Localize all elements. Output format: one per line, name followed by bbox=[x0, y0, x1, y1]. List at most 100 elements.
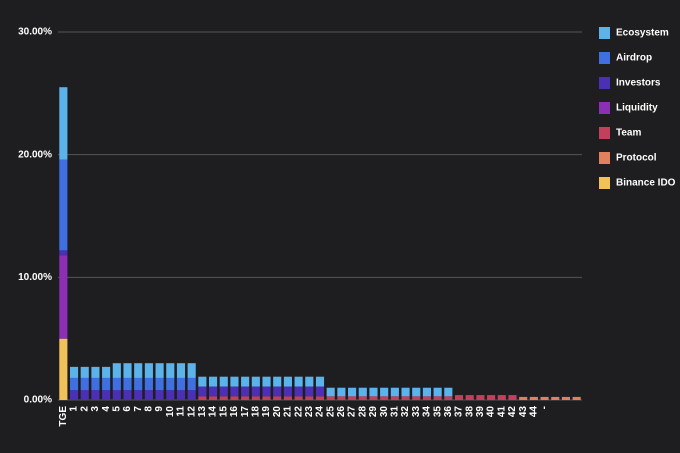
bar-segment bbox=[166, 390, 175, 400]
x-tick-label: 22 bbox=[293, 406, 304, 418]
x-tick-label: 20 bbox=[272, 406, 283, 418]
bar-segment bbox=[123, 377, 132, 391]
x-tick-label: 15 bbox=[218, 406, 229, 418]
x-tick-label: 37 bbox=[454, 406, 465, 418]
x-tick-label: 13 bbox=[197, 406, 208, 418]
bar-segment bbox=[91, 366, 100, 378]
bar-segment bbox=[219, 396, 228, 400]
y-tick-label: 20.00% bbox=[18, 149, 52, 160]
bar-segment bbox=[380, 387, 389, 397]
bar-segment bbox=[144, 390, 153, 400]
x-tick-label: 28 bbox=[357, 406, 368, 418]
x-tick-label: 32 bbox=[400, 406, 411, 418]
bar-segment bbox=[369, 387, 378, 397]
bar-segment bbox=[401, 387, 410, 397]
bar-segment bbox=[390, 396, 399, 400]
x-tick-label: 2 bbox=[79, 406, 90, 412]
bar-segment bbox=[166, 377, 175, 391]
x-tick-label: 38 bbox=[464, 406, 475, 418]
bar-segment bbox=[348, 396, 357, 400]
bar-segment bbox=[315, 396, 325, 400]
bar-segment bbox=[497, 395, 506, 400]
bar-segment bbox=[273, 396, 282, 400]
bar-segment bbox=[369, 396, 378, 400]
bar-segment bbox=[59, 87, 68, 160]
bar-segment bbox=[540, 396, 549, 400]
bar-segment bbox=[283, 376, 292, 387]
bar-segment bbox=[198, 396, 207, 400]
bar-segment bbox=[283, 396, 292, 400]
bar-segment bbox=[208, 386, 218, 397]
bar-segment bbox=[59, 338, 68, 400]
bar-segment bbox=[294, 396, 303, 400]
bar-segment bbox=[444, 387, 453, 397]
bar-segment bbox=[176, 390, 186, 400]
x-tick-label: 12 bbox=[186, 406, 197, 418]
bar-segment bbox=[112, 377, 121, 391]
bar-segment bbox=[315, 386, 325, 397]
bar-segment bbox=[59, 159, 68, 251]
bar-segment bbox=[390, 387, 399, 397]
bar-segment bbox=[80, 366, 89, 378]
bar-segment bbox=[348, 387, 357, 397]
bar-segment bbox=[123, 363, 132, 378]
bar-segment bbox=[262, 396, 271, 400]
bar-segment bbox=[176, 377, 186, 391]
x-tick-label: 14 bbox=[208, 406, 219, 418]
x-tick-label: 31 bbox=[389, 406, 400, 418]
legend-label: Liquidity bbox=[616, 103, 658, 114]
bar-segment bbox=[337, 396, 346, 400]
bar-segment bbox=[380, 396, 389, 400]
legend-swatch bbox=[599, 152, 610, 164]
x-tick-label: 4 bbox=[101, 406, 112, 412]
x-tick-label: 3 bbox=[90, 406, 101, 412]
bar-segment bbox=[91, 377, 100, 391]
legend-label: Team bbox=[616, 128, 641, 139]
bar-segment bbox=[155, 377, 164, 391]
x-tick-label: 19 bbox=[261, 406, 272, 418]
x-tick-label: 23 bbox=[304, 406, 315, 418]
bar-segment bbox=[358, 387, 367, 397]
bar-segment bbox=[262, 376, 271, 387]
legend-swatch bbox=[599, 127, 610, 139]
x-tick-label: 11 bbox=[176, 406, 187, 417]
bar-segment bbox=[112, 390, 121, 400]
bar-segment bbox=[230, 386, 239, 397]
bar-segment bbox=[561, 396, 571, 400]
bar-segment bbox=[487, 395, 496, 400]
bar-segment bbox=[529, 396, 538, 400]
bar-segment bbox=[251, 386, 260, 397]
bar-segment bbox=[326, 396, 335, 400]
bar-segment bbox=[444, 396, 453, 400]
x-tick-label: 1 bbox=[69, 406, 80, 412]
bar-segment bbox=[251, 376, 260, 387]
x-tick-label: 36 bbox=[443, 406, 454, 418]
bar-segment bbox=[305, 386, 314, 397]
bar-segment bbox=[326, 387, 335, 397]
x-tick-label: 10 bbox=[165, 406, 176, 418]
x-tick-label: 8 bbox=[144, 406, 155, 412]
bar-segment bbox=[155, 390, 164, 400]
bar-segment bbox=[80, 377, 89, 391]
bar-segment bbox=[251, 396, 260, 400]
bar-segment bbox=[262, 386, 271, 397]
y-tick-label: 0.00% bbox=[24, 395, 52, 406]
bar-segment bbox=[69, 377, 79, 391]
bar-segment bbox=[102, 390, 111, 400]
bar-segment bbox=[187, 377, 196, 391]
x-tick-label: 30 bbox=[379, 406, 390, 418]
bar-segment bbox=[294, 386, 303, 397]
bar-segment bbox=[208, 376, 218, 387]
x-tick-label: 5 bbox=[111, 406, 122, 412]
x-tick-label: 34 bbox=[422, 406, 433, 418]
bar-segment bbox=[155, 363, 164, 378]
y-tick-label: 10.00% bbox=[18, 272, 52, 283]
x-tick-label: 41 bbox=[496, 406, 507, 418]
bar-segment bbox=[412, 387, 421, 397]
legend-label: Investors bbox=[616, 78, 661, 89]
bar-segment bbox=[123, 390, 132, 400]
x-tick-label: 40 bbox=[486, 406, 497, 418]
bar-segment bbox=[91, 390, 100, 400]
